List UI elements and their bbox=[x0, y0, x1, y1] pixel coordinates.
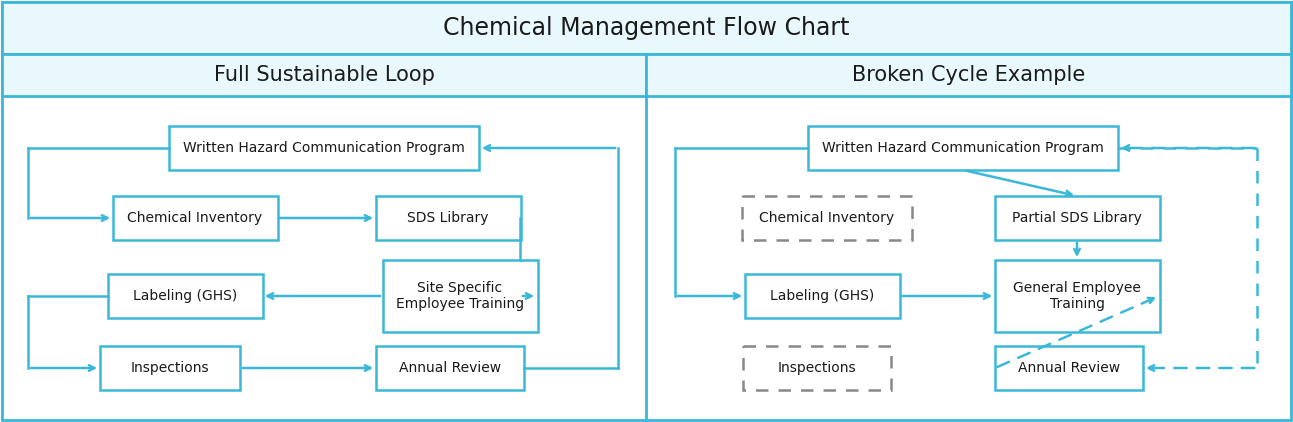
Bar bbox=[169, 126, 478, 170]
Text: Full Sustainable Loop: Full Sustainable Loop bbox=[213, 65, 434, 85]
Text: Inspections: Inspections bbox=[131, 361, 209, 375]
Bar bbox=[107, 274, 262, 318]
Text: Site Specific
Employee Training: Site Specific Employee Training bbox=[396, 281, 524, 311]
Text: Broken Cycle Example: Broken Cycle Example bbox=[852, 65, 1085, 85]
Bar bbox=[3, 54, 646, 96]
Text: Chemical Inventory: Chemical Inventory bbox=[759, 211, 895, 225]
Bar bbox=[994, 196, 1160, 240]
Text: Annual Review: Annual Review bbox=[1018, 361, 1120, 375]
Text: Annual Review: Annual Review bbox=[400, 361, 502, 375]
Bar bbox=[100, 346, 240, 390]
Bar bbox=[383, 260, 538, 332]
Bar bbox=[996, 346, 1143, 390]
Text: General Employee
Training: General Employee Training bbox=[1012, 281, 1140, 311]
Text: Labeling (GHS): Labeling (GHS) bbox=[133, 289, 237, 303]
Bar bbox=[112, 196, 278, 240]
Bar bbox=[808, 126, 1118, 170]
Text: Chemical Management Flow Chart: Chemical Management Flow Chart bbox=[443, 16, 850, 40]
Text: Labeling (GHS): Labeling (GHS) bbox=[769, 289, 874, 303]
Bar bbox=[3, 2, 1290, 54]
Text: Written Hazard Communication Program: Written Hazard Communication Program bbox=[822, 141, 1104, 155]
Bar bbox=[375, 196, 521, 240]
Text: Partial SDS Library: Partial SDS Library bbox=[1012, 211, 1142, 225]
Text: Written Hazard Communication Program: Written Hazard Communication Program bbox=[184, 141, 465, 155]
Text: SDS Library: SDS Library bbox=[407, 211, 489, 225]
Text: Inspections: Inspections bbox=[777, 361, 856, 375]
Bar bbox=[376, 346, 524, 390]
Bar bbox=[742, 196, 912, 240]
Text: Chemical Inventory: Chemical Inventory bbox=[128, 211, 262, 225]
Bar bbox=[646, 54, 1290, 96]
Bar bbox=[743, 346, 891, 390]
Bar bbox=[745, 274, 900, 318]
Bar bbox=[994, 260, 1160, 332]
